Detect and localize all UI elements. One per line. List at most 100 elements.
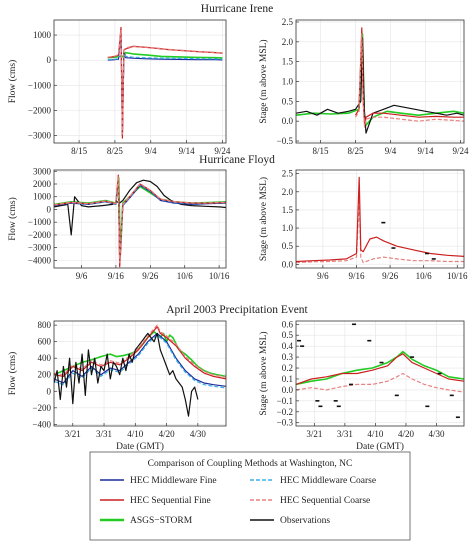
x-tick-label: 4/30 bbox=[190, 429, 207, 439]
y-tick-label: 1.5 bbox=[282, 205, 294, 215]
series-point-observations bbox=[455, 416, 460, 419]
legend-label: ASGS−STORM bbox=[130, 516, 193, 526]
series-point-observations bbox=[348, 383, 353, 386]
y-tick-label: 0.0 bbox=[282, 116, 294, 126]
series-point-observations bbox=[394, 394, 399, 397]
x-tick-label: 9/16 bbox=[348, 271, 365, 281]
x-tick-label: 10/6 bbox=[416, 271, 433, 281]
series-line-asgs_storm bbox=[54, 176, 226, 255]
plot-frame bbox=[53, 320, 227, 427]
series-line-asgs_storm bbox=[296, 33, 464, 126]
x-tick-label: 8/15 bbox=[71, 146, 88, 156]
y-axis-label: Flow (cms) bbox=[7, 352, 18, 396]
series-line-hec_seq_fine bbox=[296, 176, 464, 263]
x-tick-label: 4/30 bbox=[429, 429, 446, 439]
legend-title: Comparison of Coupling Methods at Washin… bbox=[148, 458, 353, 469]
series-line-hec_seq_fine bbox=[354, 27, 464, 126]
x-tick-label: 4/10 bbox=[127, 429, 144, 439]
series-line-hec_mw_fine bbox=[54, 332, 226, 387]
legend-label: HEC Middleware Fine bbox=[130, 476, 217, 486]
series-point-observations bbox=[297, 339, 302, 342]
x-tick-label: 9/14 bbox=[417, 146, 434, 156]
y-tick-label: 0.6 bbox=[282, 319, 294, 329]
x-tick-label: 3/21 bbox=[65, 429, 81, 439]
y-tick-label: 0.5 bbox=[282, 241, 294, 251]
y-tick-label: 0.2 bbox=[282, 363, 293, 373]
legend-label: HEC Middleware Coarse bbox=[280, 476, 376, 486]
series-point-observations bbox=[336, 405, 341, 408]
flow-panel: 3/21 3/31 4/10 4/20 4/30 800 600 400 200 0 −200 −40… bbox=[7, 320, 227, 452]
y-tick-label: 0.0 bbox=[282, 385, 294, 395]
x-tick-label: 10/6 bbox=[177, 271, 194, 281]
y-tick-label: −2000 bbox=[28, 230, 52, 240]
y-tick-label: 200 bbox=[38, 370, 52, 380]
y-tick-label: −0.3 bbox=[277, 418, 294, 428]
event-title: Hurricane Floyd bbox=[199, 154, 275, 166]
series-group bbox=[296, 27, 464, 134]
y-axis-label: Flow (cms) bbox=[7, 60, 18, 104]
series-line-hec_seq_coarse bbox=[107, 29, 223, 135]
x-tick-label: 9/4 bbox=[145, 146, 157, 156]
flow-panel: 8/15 8/25 9/4 9/14 9/24 1000 0 −1000 −2000 −3000 F… bbox=[7, 19, 231, 156]
y-tick-label: 1.5 bbox=[282, 57, 294, 67]
series-line-hec_seq_fine bbox=[296, 353, 464, 385]
series-line-hec_seq_coarse bbox=[354, 33, 464, 128]
series-group bbox=[296, 323, 464, 419]
y-tick-label: 2.5 bbox=[282, 17, 294, 27]
legend-label: HEC Sequential Coarse bbox=[280, 496, 370, 506]
series-line-hec_mw_coarse bbox=[54, 180, 226, 263]
y-tick-label: 2.5 bbox=[282, 169, 294, 179]
y-axis-label: Stage (m above MSL) bbox=[258, 331, 269, 415]
y-axis-label: Stage (m above MSL) bbox=[258, 177, 269, 261]
series-line-hec_seq_coarse bbox=[296, 198, 464, 264]
series-point-observations bbox=[300, 345, 305, 347]
x-tick-label: 8/25 bbox=[107, 146, 124, 156]
legend: Comparison of Coupling Methods at Washin… bbox=[89, 451, 411, 541]
y-tick-label: −4000 bbox=[28, 255, 52, 265]
y-tick-label: −0.1 bbox=[277, 396, 293, 406]
y-tick-label: −3000 bbox=[28, 243, 52, 253]
x-tick-label: 9/24 bbox=[214, 146, 231, 156]
x-tick-label: 4/20 bbox=[398, 429, 415, 439]
stage-panel: 8/15 8/25 9/4 9/14 9/24 2.5 2.0 1.5 1.0 0.5 0.0 −0.… bbox=[258, 17, 469, 156]
y-tick-label: 0.3 bbox=[282, 352, 294, 362]
x-tick-label: 9/6 bbox=[317, 271, 329, 281]
series-point-observations bbox=[410, 356, 415, 358]
series-point-observations bbox=[367, 339, 372, 342]
series-line-hec_seq_fine bbox=[107, 26, 223, 139]
x-tick-label: 9/14 bbox=[179, 146, 196, 156]
series-line-hec_seq_coarse bbox=[54, 175, 226, 264]
y-tick-label: −3000 bbox=[28, 130, 52, 140]
x-tick-label: 8/15 bbox=[312, 146, 329, 156]
stage-panel: 9/6 9/16 9/26 10/6 10/16 2.5 2.0 1.5 1.0 0.5 0.0 St… bbox=[258, 169, 468, 281]
series-line-hec_seq_coarse bbox=[296, 372, 464, 393]
y-tick-label: 2000 bbox=[33, 179, 52, 189]
y-tick-label: 1000 bbox=[33, 30, 52, 40]
event-title: Hurricane Irene bbox=[201, 3, 273, 15]
legend-box bbox=[89, 451, 411, 541]
x-tick-label: 3/21 bbox=[306, 429, 322, 439]
series-line-observations bbox=[54, 179, 226, 236]
x-tick-label: 3/31 bbox=[337, 429, 353, 439]
y-tick-label: −2000 bbox=[28, 105, 52, 115]
series-point-observations bbox=[379, 361, 384, 364]
series-point-observations bbox=[352, 323, 357, 326]
series-point-observations bbox=[449, 394, 454, 397]
series-point-observations bbox=[315, 400, 320, 402]
series-line-hec_seq_fine bbox=[54, 174, 226, 268]
x-axis-label: Date (GMT) bbox=[116, 441, 164, 452]
y-tick-label: 600 bbox=[38, 337, 52, 347]
plot-frame bbox=[295, 169, 465, 269]
y-tick-label: 0.5 bbox=[282, 330, 294, 340]
series-group bbox=[54, 174, 226, 268]
y-tick-label: 2.0 bbox=[282, 37, 294, 47]
x-tick-label: 10/16 bbox=[209, 271, 230, 281]
series-line-hec_mw_coarse bbox=[54, 334, 226, 389]
y-tick-label: 2.0 bbox=[282, 187, 294, 197]
plot-frame bbox=[53, 169, 227, 269]
x-tick-label: 9/26 bbox=[382, 271, 399, 281]
y-tick-label: 400 bbox=[38, 353, 52, 363]
y-tick-label: 3000 bbox=[33, 166, 52, 176]
